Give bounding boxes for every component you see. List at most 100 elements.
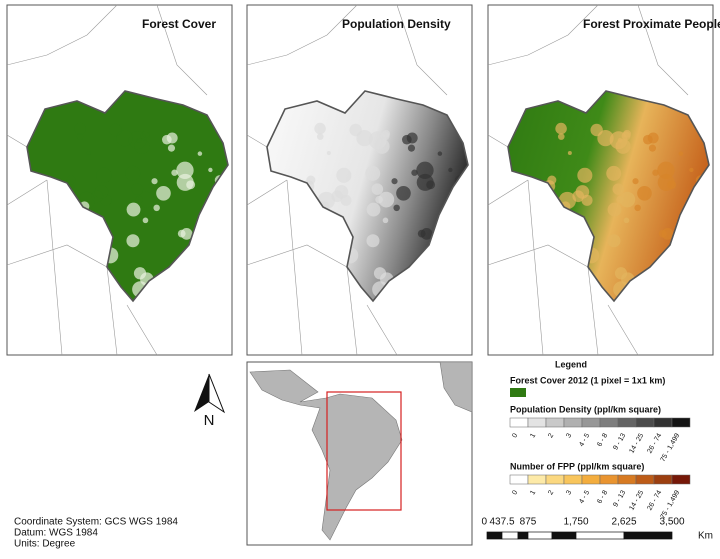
texture-patch: [652, 169, 659, 176]
legend-swatch: [599, 417, 619, 428]
texture-patch: [375, 195, 383, 204]
scale-label: 2,625: [611, 517, 636, 528]
texture-patch: [134, 138, 150, 154]
fpp-label: Number of FPP (ppl/km square): [510, 461, 644, 471]
texture-patch: [416, 161, 434, 180]
legend-class: 6 - 8: [596, 432, 609, 448]
texture-patch: [162, 134, 172, 145]
legend-class: 9 - 13: [612, 489, 627, 508]
texture-patch: [316, 278, 324, 287]
texture-patch: [101, 248, 108, 255]
scale-segment: [623, 531, 673, 540]
legend-class: 75 - 1,499: [660, 489, 682, 520]
texture-patch: [116, 129, 133, 147]
legend-title: Legend: [555, 359, 587, 369]
texture-patch: [303, 248, 314, 259]
texture-patch: [427, 274, 439, 287]
note: Units: Degree: [14, 539, 76, 550]
texture-patch: [187, 274, 199, 287]
texture-patch: [621, 131, 631, 141]
texture-patch: [74, 122, 86, 135]
texture-patch: [135, 195, 143, 204]
legend-swatch: [545, 474, 565, 485]
texture-patch: [657, 173, 675, 191]
legend-class: 4 - 5: [578, 489, 591, 505]
scale-segment: [527, 531, 553, 540]
texture-patch: [393, 204, 400, 212]
texture-patch: [126, 202, 141, 217]
texture-patch: [616, 195, 624, 204]
texture-patch: [615, 138, 631, 154]
pop-label: Population Density (ppl/km square): [510, 404, 661, 414]
legend-swatch: [671, 474, 691, 485]
texture-patch: [597, 129, 614, 147]
texture-patch: [447, 209, 457, 220]
texture-patch: [547, 275, 565, 294]
legend-swatch: [653, 417, 673, 428]
texture-patch: [678, 151, 684, 156]
scale-segment: [486, 531, 503, 540]
texture-patch: [623, 217, 630, 224]
texture-patch: [694, 274, 709, 291]
texture-patch: [197, 151, 203, 156]
texture-patch: [590, 123, 603, 137]
texture-patch: [177, 229, 186, 238]
legend-swatch: [599, 474, 619, 485]
texture-patch: [582, 248, 589, 255]
texture-patch: [619, 191, 636, 208]
notes: Coordinate System: GCS WGS 1984 Datum: W…: [14, 517, 178, 550]
note: Coordinate System: GCS WGS 1984: [14, 517, 178, 528]
texture-patch: [461, 197, 468, 205]
texture-patch: [565, 238, 580, 253]
texture-patch: [391, 178, 398, 185]
texture-patch: [217, 225, 228, 241]
texture-patch: [66, 275, 84, 294]
texture-patch: [79, 271, 93, 285]
texture-patch: [86, 150, 91, 155]
texture-patch: [76, 133, 84, 140]
texture-patch: [582, 236, 589, 243]
texture-patch: [153, 204, 160, 212]
legend-swatch: [527, 417, 547, 428]
texture-patch: [637, 185, 652, 201]
legend-swatch: [545, 417, 565, 428]
scale-label: 1,750: [563, 517, 588, 528]
texture-patch: [126, 234, 140, 248]
texture-patch: [407, 144, 416, 152]
inset-map: [246, 361, 473, 546]
texture-patch: [606, 165, 622, 181]
map-panel: Forest Cover: [6, 4, 233, 356]
panel-title: Forest Cover: [142, 17, 216, 31]
note: Datum: WGS 1984: [14, 528, 98, 539]
texture-patch: [409, 269, 417, 277]
scale-segment: [517, 531, 529, 540]
north-label: N: [204, 412, 215, 429]
texture-patch: [643, 134, 653, 145]
legend-class: 1: [529, 432, 537, 439]
texture-patch: [557, 133, 565, 140]
texture-patch: [176, 161, 194, 180]
texture-patch: [677, 265, 684, 272]
panel-frame: [246, 4, 473, 356]
texture-patch: [560, 271, 574, 285]
panel-frame: [6, 4, 233, 356]
texture-patch: [316, 133, 324, 140]
texture-patch: [334, 185, 349, 199]
texture-patch: [221, 197, 228, 205]
texture-patch: [140, 131, 150, 141]
legend-class: 6 - 8: [596, 489, 609, 505]
texture-patch: [417, 229, 426, 238]
brazil-fill: [267, 91, 468, 301]
legend-class: 0: [511, 489, 519, 496]
texture-patch: [374, 138, 390, 154]
texture-patch: [402, 134, 412, 145]
texture-patch: [326, 150, 331, 155]
legend-swatch: [509, 474, 529, 485]
texture-patch: [365, 165, 381, 181]
texture-patch: [554, 268, 567, 281]
panel-frame: [487, 4, 714, 356]
texture-patch: [196, 265, 203, 272]
legend-swatch: [509, 417, 529, 428]
texture-patch: [453, 274, 468, 291]
texture-patch: [698, 225, 709, 241]
